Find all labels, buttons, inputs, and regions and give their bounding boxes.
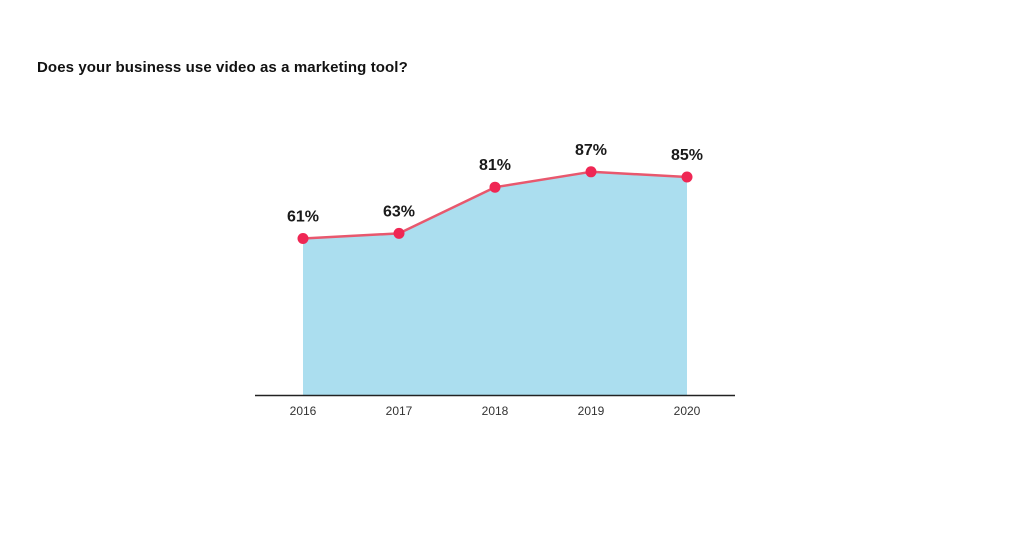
x-tick-label-2016: 2016 [290,404,317,418]
x-tick-label-2020: 2020 [674,404,701,418]
data-label-2020: 85% [671,147,703,164]
data-point-2020 [681,171,693,183]
data-label-2016: 61% [287,209,319,226]
data-point-2017 [393,227,405,239]
chart-title: Does your business use video as a market… [37,59,408,76]
x-tick-label-2017: 2017 [386,404,413,418]
tick-label-layer: 2016 2017 2018 2019 2020 [290,404,701,418]
area-fill [303,171,687,395]
x-tick-label-2019: 2019 [578,404,605,418]
data-point-2019 [585,166,597,178]
marker-layer [297,166,693,244]
area-layer [303,171,687,395]
data-point-2018 [489,181,501,193]
x-tick-label-2018: 2018 [482,404,509,418]
data-point-2016 [297,233,309,244]
data-label-layer: 61% 63% 81% 87% 85% [287,142,703,226]
data-label-2019: 87% [575,142,607,159]
data-label-2018: 81% [479,157,511,174]
data-label-2017: 63% [383,203,415,220]
